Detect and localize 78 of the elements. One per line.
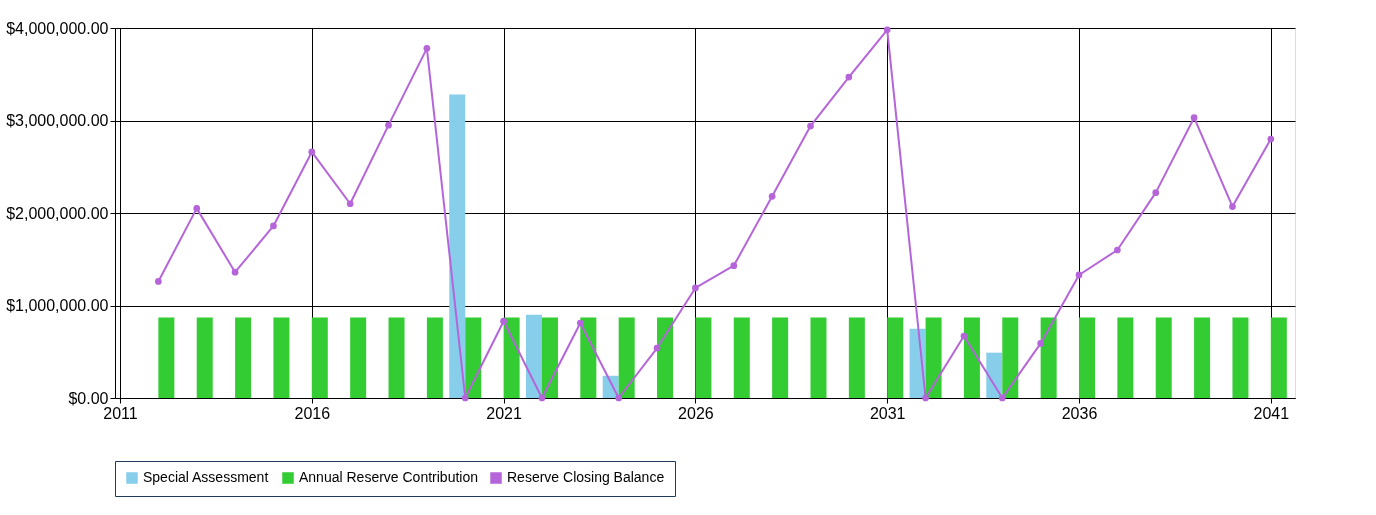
bar xyxy=(503,317,520,398)
y-tick-label: $0.00 xyxy=(68,389,109,407)
point xyxy=(423,45,431,52)
bar xyxy=(925,317,942,398)
point xyxy=(270,222,277,230)
point xyxy=(155,278,162,285)
bar xyxy=(580,317,597,398)
bar xyxy=(657,317,674,398)
y-tick-label: $3,000,000.00 xyxy=(6,112,109,129)
point xyxy=(1037,340,1045,347)
x-tick-label: 2026 xyxy=(678,404,714,422)
legend-label: Special Assessment xyxy=(143,469,269,485)
x-tick-label: 2011 xyxy=(103,404,138,422)
bar xyxy=(1040,317,1057,398)
bar xyxy=(449,94,466,398)
bar xyxy=(963,317,980,398)
bar xyxy=(311,317,328,398)
x-tick-label: 2016 xyxy=(294,404,331,422)
point xyxy=(922,394,929,402)
point xyxy=(615,394,623,402)
bar xyxy=(887,317,904,398)
bar xyxy=(465,317,482,398)
point xyxy=(807,122,814,130)
bar xyxy=(1270,317,1287,398)
bar xyxy=(1232,317,1249,398)
point xyxy=(500,317,507,325)
bar xyxy=(426,317,443,398)
point xyxy=(1229,203,1236,210)
x-tick-label: 2041 xyxy=(1253,404,1290,422)
bar xyxy=(1117,317,1134,398)
bar xyxy=(1194,317,1211,398)
bar xyxy=(1155,317,1172,398)
bar xyxy=(618,317,635,398)
point xyxy=(653,344,661,352)
bar xyxy=(1002,317,1019,398)
bar xyxy=(388,317,405,398)
point xyxy=(538,394,546,402)
bar xyxy=(541,317,558,398)
x-tick-label: 2031 xyxy=(869,404,906,422)
point xyxy=(346,200,354,208)
bar xyxy=(1079,317,1096,398)
point xyxy=(998,394,1006,402)
y-tick-label: $2,000,000.00 xyxy=(6,204,109,222)
bar xyxy=(810,317,827,398)
x-tick-label: 2021 xyxy=(486,404,523,422)
point xyxy=(1190,114,1198,122)
bar xyxy=(525,314,542,398)
bar xyxy=(158,317,175,398)
point xyxy=(960,332,968,340)
point xyxy=(845,73,853,81)
point xyxy=(461,394,469,402)
point xyxy=(1075,271,1083,279)
legend-label: Annual Reserve Contribution xyxy=(299,469,478,485)
bar xyxy=(848,317,865,398)
legend-label: Reserve Closing Balance xyxy=(507,469,665,485)
point xyxy=(193,205,201,212)
bar xyxy=(733,317,750,398)
point xyxy=(231,268,239,276)
y-tick-label: $4,000,000.00 xyxy=(6,19,109,37)
point xyxy=(768,193,776,200)
point xyxy=(1267,135,1275,143)
point xyxy=(883,26,891,34)
y-tick-label: $1,000,000.00 xyxy=(6,297,109,314)
bar xyxy=(986,352,1003,398)
point xyxy=(385,121,392,129)
point xyxy=(1152,189,1160,196)
bar xyxy=(350,317,367,398)
bar xyxy=(196,317,213,398)
point xyxy=(692,284,699,292)
bar xyxy=(235,317,252,398)
point xyxy=(576,319,584,327)
point xyxy=(308,148,316,156)
x-tick-label: 2036 xyxy=(1061,404,1098,422)
point xyxy=(730,262,738,270)
bar xyxy=(695,317,712,398)
point xyxy=(1114,246,1121,254)
bar xyxy=(273,317,290,398)
bar xyxy=(772,317,789,398)
